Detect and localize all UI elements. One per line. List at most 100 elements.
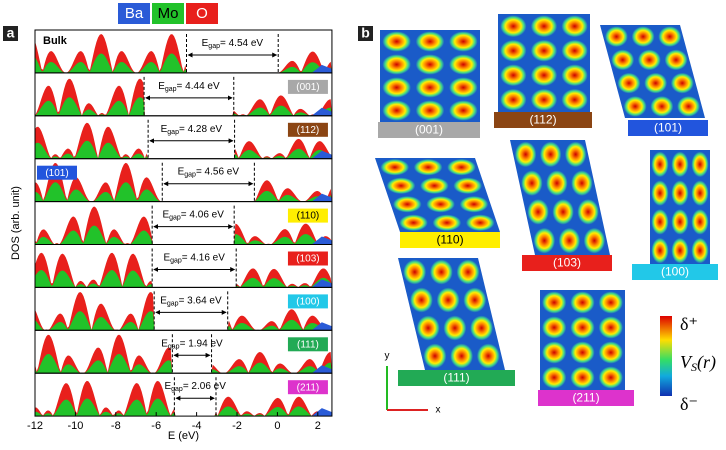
map-blob	[542, 341, 566, 363]
map-blob	[638, 50, 661, 71]
map-blob	[443, 316, 466, 341]
colorbar	[660, 316, 672, 396]
map-blob	[460, 196, 489, 212]
map-blob	[449, 31, 478, 51]
gap-subscript: gap	[170, 257, 182, 264]
potential-map	[498, 14, 590, 112]
map-blob	[599, 291, 623, 313]
map-label: (111)	[443, 371, 469, 385]
map-blob	[584, 228, 605, 254]
figure: aBaMoOEgap= 4.54 eVBulkEgap= 4.44 eV(001…	[0, 0, 726, 445]
map-blob	[457, 260, 480, 285]
gap-value: = 4.06 eV	[181, 209, 224, 220]
row-label: (101)	[45, 168, 68, 179]
map-blob	[691, 180, 708, 206]
map-blob	[433, 215, 462, 231]
potential-map	[380, 30, 480, 122]
map-blob	[382, 77, 411, 97]
map-body	[540, 290, 625, 390]
x-tick-label: -8	[111, 420, 121, 432]
gap-label: Egap= 4.54 eV	[202, 38, 264, 50]
gap-label: Egap= 4.16 eV	[163, 252, 225, 264]
map-blob	[381, 159, 410, 175]
legend-label: Ba	[125, 5, 144, 22]
map-blob	[651, 238, 668, 264]
map-blob	[449, 54, 478, 74]
map-blob	[449, 77, 478, 97]
map-body	[650, 150, 710, 265]
gap-value: = 3.64 eV	[179, 295, 222, 306]
colorbar-middle: VS(r)	[680, 352, 716, 374]
y-axis-label: DOS (arb. unit)	[10, 186, 22, 260]
row-label: (111)	[297, 339, 319, 350]
map-blob	[570, 366, 594, 388]
map-blob	[677, 96, 700, 117]
map-blob	[651, 180, 668, 206]
map-blob	[546, 170, 567, 196]
x-tick-label: -6	[151, 420, 161, 432]
potential-map	[650, 150, 710, 265]
gap-subscript: gap	[167, 300, 179, 307]
row-label: (112)	[297, 125, 320, 136]
map-blob	[650, 96, 673, 117]
map-blob	[410, 288, 433, 313]
colorbar-top: δ⁺	[680, 314, 698, 334]
map-label: (112)	[529, 113, 556, 127]
map-blob	[453, 178, 482, 194]
map-blob	[382, 54, 411, 74]
map-blob	[414, 159, 443, 175]
gap-label: Egap= 4.28 eV	[161, 123, 223, 135]
map-blob	[463, 288, 486, 313]
potential-map	[375, 158, 500, 232]
map-blob	[416, 77, 445, 97]
map-blob	[417, 316, 440, 341]
gap-value: = 1.94 eV	[180, 338, 223, 349]
gap-value: = 4.28 eV	[179, 123, 222, 134]
map-blob	[531, 40, 557, 62]
x-tick-label: -2	[232, 420, 242, 432]
colorbar-bottom: δ⁻	[680, 394, 698, 414]
map-blob	[387, 178, 416, 194]
row-label: (211)	[297, 382, 320, 393]
map-blob	[570, 291, 594, 313]
map-blob	[437, 288, 460, 313]
dos-frame	[35, 245, 332, 288]
map-body	[510, 140, 610, 255]
map-blob	[559, 228, 580, 254]
map-blob	[571, 170, 592, 196]
map-blob	[449, 100, 478, 120]
gap-subscript: gap	[169, 214, 181, 221]
map-blob	[624, 96, 647, 117]
x-tick-label: -12	[27, 420, 43, 432]
map-label: (211)	[572, 391, 599, 405]
map-blob	[521, 170, 542, 196]
map-blob	[611, 50, 634, 71]
row-label: (103)	[296, 254, 319, 265]
map-blob	[450, 344, 473, 369]
map-label: (100)	[661, 265, 689, 279]
map-blob	[562, 89, 588, 111]
map-blob	[570, 341, 594, 363]
dos-molybdenum	[35, 270, 332, 287]
map-blob	[651, 209, 668, 235]
x-tick-label: -10	[67, 420, 83, 432]
map-blob	[416, 100, 445, 120]
map-blob	[671, 238, 688, 264]
gap-label: Egap= 4.06 eV	[162, 209, 224, 221]
map-blob	[562, 15, 588, 37]
map-blob	[382, 31, 411, 51]
legend-label: Mo	[158, 5, 179, 22]
map-body	[380, 30, 480, 122]
x-tick-label: 2	[315, 420, 321, 432]
map-blob	[399, 215, 428, 231]
map-blob	[420, 178, 449, 194]
map-label: (103)	[553, 256, 581, 270]
map-blob	[531, 64, 557, 86]
map-blob	[534, 228, 555, 254]
gap-value: = 4.54 eV	[220, 38, 263, 49]
map-blob	[577, 199, 598, 225]
row-label: (110)	[297, 211, 320, 222]
map-blob	[382, 100, 411, 120]
dos-barium	[312, 408, 332, 416]
map-body	[600, 25, 705, 118]
